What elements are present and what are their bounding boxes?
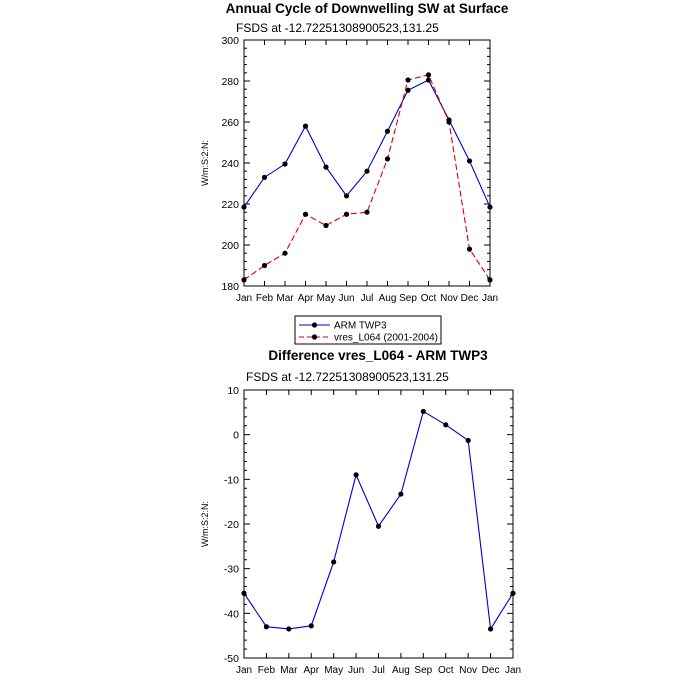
chart1-xtick-label: May xyxy=(317,293,336,304)
chart1-xtick-label: Jan xyxy=(482,293,498,304)
chart1-ytick-label: 200 xyxy=(221,240,239,252)
chart1-series-0-point xyxy=(384,128,391,134)
chart1-series-1-point xyxy=(384,156,391,162)
chart1-series-0-point xyxy=(241,204,247,210)
chart1-series-0-point xyxy=(261,174,268,180)
chart1-series-0-point xyxy=(364,168,370,174)
chart1-series-0-point xyxy=(343,193,350,199)
chart2-plot: Jan Feb Mar Apr May Jun Jul Aug Sep Oct Nov Dec Jan-… xyxy=(224,385,521,676)
chart1-series-0-point xyxy=(466,158,473,164)
chart1-ylabel: W/m:S:2:N: xyxy=(200,140,210,186)
chart1-series-0-point xyxy=(282,161,288,167)
chart1-xtick-label: Dec xyxy=(461,293,479,304)
chart2-xtick-label: Dec xyxy=(482,665,500,676)
chart2-series-0-point xyxy=(263,624,270,630)
chart1-series-1-point xyxy=(282,250,288,256)
chart2-series-0-point xyxy=(308,623,314,629)
chart2-ytick-label: -30 xyxy=(224,564,239,576)
chart2-series-0-point xyxy=(487,626,494,632)
chart2-series-0-point xyxy=(241,590,247,596)
chart1-xtick-label: Aug xyxy=(379,293,397,304)
chart2-xtick-label: Nov xyxy=(459,665,477,676)
chart2-series-0-point xyxy=(375,523,382,529)
chart2-xtick-label: Sep xyxy=(414,665,432,676)
chart2-xtick-label: Jan xyxy=(505,665,521,676)
chart1-xtick-label: Nov xyxy=(440,293,458,304)
chart2-xtick-label: Feb xyxy=(258,665,276,676)
chart2-xtick-label: Jul xyxy=(372,665,385,676)
chart1-series-1-point xyxy=(466,246,473,252)
chart1-series-0-point xyxy=(487,204,493,210)
chart2-series-0-point xyxy=(398,491,404,497)
chart1-series-1-point xyxy=(261,262,268,269)
chart2-xtick-label: May xyxy=(324,665,343,676)
legend-label-vres: vres_L064 (2001-2004) xyxy=(334,333,438,344)
chart1-xtick-label: Jan xyxy=(236,293,252,304)
chart1-series-0-point xyxy=(302,123,309,129)
legend-marker-arm xyxy=(311,322,318,328)
chart1-plot: Jan Feb Mar Apr May Jun Jul Aug Sep Oct Nov Dec Jan1… xyxy=(221,35,498,304)
chart1-xtick-label: Apr xyxy=(298,293,314,304)
chart1-series-1-point xyxy=(405,77,411,83)
chart2-series-0-point xyxy=(510,590,516,596)
chart2-series-0-point xyxy=(353,472,359,478)
chart2-series-0-point xyxy=(443,422,449,428)
legend-label-arm: ARM TWP3 xyxy=(334,321,387,332)
chart2-ytick-label: -20 xyxy=(224,519,239,531)
chart1-series-1-point xyxy=(364,209,370,215)
chart1-series-line-0 xyxy=(243,79,491,208)
chart1-subtitle: FSDS at -12.72251308900523,131.25 xyxy=(236,21,439,35)
chart1-series-1-point xyxy=(241,277,247,283)
chart1-ytick-label: 240 xyxy=(221,158,239,170)
chart2-ytick-label: -40 xyxy=(224,608,239,620)
chart1-series-line-1 xyxy=(243,74,491,281)
chart1-ytick-label: 220 xyxy=(221,199,239,211)
chart2-xtick-label: Jun xyxy=(348,665,364,676)
chart1-xtick-label: Mar xyxy=(276,293,294,304)
chart1-xtick-label: Sep xyxy=(399,293,417,304)
chart2-ylabel: W/m:S:2:N: xyxy=(200,501,210,547)
chart2-ytick-label: 0 xyxy=(233,430,239,442)
chart1-xtick-label: Jul xyxy=(361,293,374,304)
chart2-title: Difference vres_L064 - ARM TWP3 xyxy=(268,348,488,363)
chart2-xtick-label: Oct xyxy=(438,665,454,676)
chart1-xtick-label: Feb xyxy=(256,293,274,304)
chart2-series-0-point xyxy=(331,559,337,565)
chart2-xtick-label: Mar xyxy=(280,665,298,676)
legend-box xyxy=(294,315,442,345)
chart1-series-0-point xyxy=(323,164,329,170)
chart1-series-1-point xyxy=(425,72,432,78)
chart1-title: Annual Cycle of Downwelling SW at Surfac… xyxy=(226,1,509,16)
chart1-frame xyxy=(243,39,491,287)
chart1-ytick-label: 180 xyxy=(221,281,239,293)
chart1-legend: ARM TWP3 vres_L064 (2001-2004) xyxy=(294,315,442,345)
chart2-xtick-label: Jan xyxy=(236,665,252,676)
chart2-ytick-label: 10 xyxy=(227,385,239,397)
chart1-series-1-point xyxy=(446,119,452,125)
chart1-xtick-label: Jun xyxy=(338,293,354,304)
chart1-xtick-label: Oct xyxy=(421,293,437,304)
chart2-xtick-label: Apr xyxy=(303,665,319,676)
chart1-series-1-point xyxy=(323,222,329,229)
chart2-ytick-label: -10 xyxy=(224,474,239,486)
chart2-series-0-point xyxy=(420,408,426,415)
chart2-series-0-point xyxy=(286,626,292,632)
chart1-series-1-point xyxy=(343,211,350,217)
chart2-series-0-point xyxy=(465,437,471,444)
chart2-series-line-0 xyxy=(243,410,514,631)
legend-marker-vres xyxy=(311,334,318,340)
chart2-subtitle: FSDS at -12.72251308900523,131.25 xyxy=(246,370,449,384)
chart1-ytick-label: 300 xyxy=(221,35,239,47)
chart1-series-1-point xyxy=(302,211,309,217)
chart2-ytick-label: -50 xyxy=(224,653,239,665)
chart1-series-0-point xyxy=(405,87,411,93)
chart1-ytick-label: 260 xyxy=(221,117,239,129)
chart2-xtick-label: Aug xyxy=(392,665,410,676)
chart1-series-1-point xyxy=(487,277,493,283)
chart1-ytick-label: 280 xyxy=(221,76,239,88)
